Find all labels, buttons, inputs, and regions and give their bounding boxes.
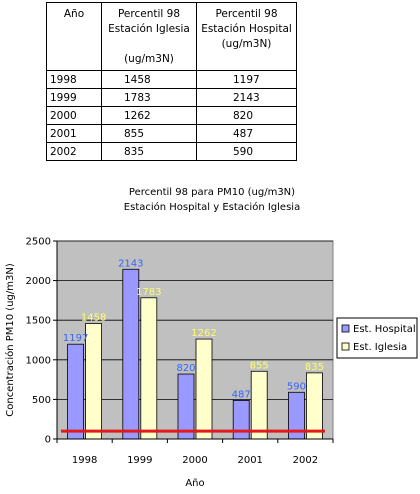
legend-label-hospital: Est. Hospital: [353, 324, 416, 335]
cell-iglesia: 835: [101, 142, 197, 161]
header-iglesia: Percentil 98 Estación Iglesia (ug/m3N): [101, 2, 197, 71]
table-row: 2002 835 590: [46, 142, 297, 161]
chart-subtitle: Estación Hospital y Estación Iglesia: [124, 201, 300, 213]
y-tick-label: 1000: [26, 355, 51, 366]
data-label-hospital: 2143: [118, 258, 143, 269]
bar-iglesia: [140, 297, 158, 440]
x-tick-label: 2002: [293, 455, 318, 466]
legend-box: [336, 317, 418, 359]
header-hospital-line-2: Estación Hospital: [201, 23, 292, 35]
y-tick-label: 1500: [26, 316, 51, 327]
legend: Est. Hospital Est. Iglesia: [336, 317, 418, 359]
table-row: 2000 1262 820: [46, 106, 297, 125]
data-label-hospital: 820: [176, 363, 195, 374]
x-tick-label: 1998: [72, 455, 97, 466]
y-axis-ticks: 0 500 1000 1500 2000 2500: [26, 237, 57, 446]
header-hospital: Percentil 98 Estación Hospital (ug/m3N): [196, 2, 297, 71]
cell-hospital: 590: [196, 142, 297, 161]
bar-iglesia: [305, 372, 323, 440]
gridlines: [57, 240, 333, 400]
bars: [67, 268, 323, 440]
bar-iglesia: [195, 338, 213, 440]
bar-hospital: [177, 373, 195, 440]
data-label-iglesia: 1458: [81, 313, 106, 324]
y-tick-label: 2000: [26, 276, 51, 287]
data-label-iglesia: 855: [250, 360, 269, 371]
data-label-iglesia: 1783: [136, 287, 161, 298]
legend-label-iglesia: Est. Iglesia: [353, 342, 407, 353]
x-axis-ticks: 1998 1999 2000 2001 2002: [56, 439, 334, 466]
data-label-hospital: 1197: [63, 333, 88, 344]
data-label-iglesia: 1262: [191, 328, 216, 339]
y-tick-label: 0: [45, 435, 51, 446]
header-hospital-line-1: Percentil 98: [215, 8, 278, 20]
y-axis-label: Concentración PM10 (ug/m3N): [4, 263, 16, 417]
y-tick-label: 500: [32, 395, 51, 406]
x-tick-label: 2001: [237, 455, 262, 466]
header-iglesia-line-2: Estación Iglesia: [108, 23, 190, 35]
header-iglesia-line-1: Percentil 98: [117, 8, 181, 20]
data-label-iglesia: 835: [305, 362, 324, 373]
x-tick-label: 1999: [127, 455, 152, 466]
header-iglesia-line-4: (ug/m3N): [124, 53, 174, 65]
cell-year: 2002: [46, 142, 102, 161]
legend-swatch-hospital: [341, 324, 350, 333]
bar-iglesia: [250, 370, 268, 440]
bar-hospital: [232, 400, 250, 440]
table-row: 1999 1783 2143: [46, 88, 297, 107]
data-labels: 1197 1458 2143 1783 820 1262 487 855 590 835: [63, 258, 324, 400]
cell-year: 2001: [46, 124, 102, 143]
cell-year: 1998: [46, 70, 102, 89]
table-header-row: Año Percentil 98 Estación Iglesia (ug/m3…: [46, 2, 297, 71]
cell-iglesia: 1783: [101, 88, 197, 107]
chart-title: Percentil 98 para PM10 (ug/m3N): [129, 187, 295, 198]
x-axis-label: Año: [185, 478, 204, 489]
header-hospital-line-3: (ug/m3N): [221, 38, 272, 50]
x-tick-label: 2000: [182, 455, 207, 466]
data-label-hospital: 487: [232, 389, 251, 400]
header-year-text: Año: [63, 8, 85, 20]
cell-hospital: 2143: [196, 88, 297, 107]
header-year: Año: [46, 2, 102, 71]
legend-swatch-iglesia: [341, 342, 350, 351]
data-table: Año Percentil 98 Estación Iglesia (ug/m3…: [46, 2, 297, 161]
data-label-hospital: 590: [287, 381, 306, 392]
y-tick-label: 2500: [26, 237, 51, 248]
plot-area: [56, 240, 334, 440]
bar-hospital: [67, 343, 84, 440]
